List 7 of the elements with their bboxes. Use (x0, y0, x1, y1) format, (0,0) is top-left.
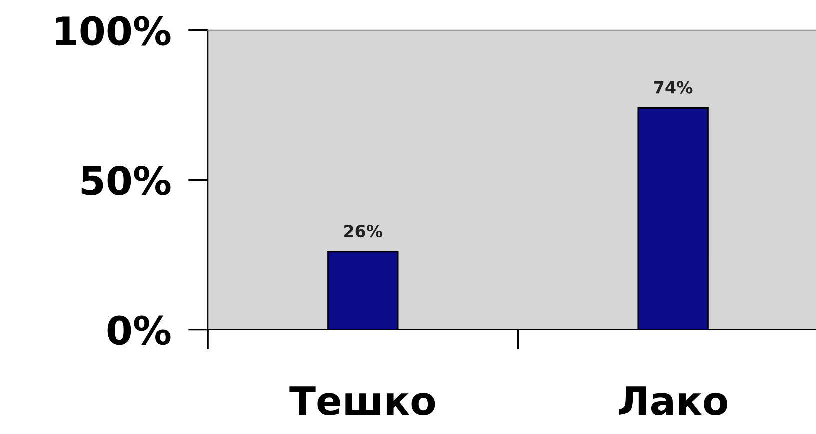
y-tick-label: 0% (108, 316, 171, 346)
x-tick-label: Лако (619, 386, 728, 416)
y-tick-label: 50% (82, 166, 171, 196)
data-label: 74% (654, 81, 693, 94)
data-label: 26% (344, 225, 383, 238)
x-tick-label: Тешко (290, 386, 436, 416)
y-tick-label: 100% (56, 16, 171, 46)
